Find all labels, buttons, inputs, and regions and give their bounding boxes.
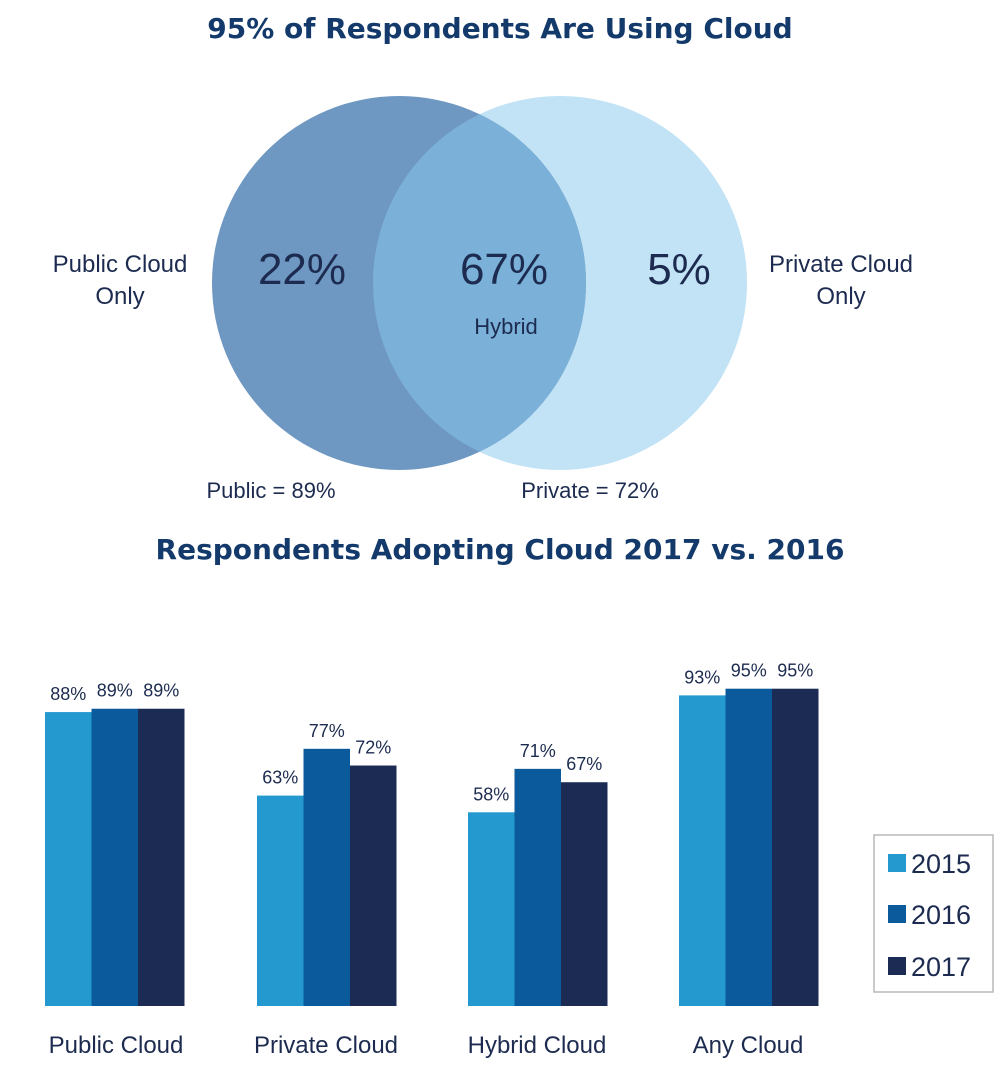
public-only-value: 22% (258, 245, 346, 294)
bar-2017-1 (350, 765, 397, 1006)
bar-value-label: 89% (97, 681, 133, 701)
bar-value-label: 71% (520, 741, 556, 761)
bar-chart-title: Respondents Adopting Cloud 2017 vs. 2016 (155, 533, 845, 566)
category-label: Hybrid Cloud (468, 1032, 607, 1059)
hybrid-value: 67% (460, 245, 548, 294)
category-label: Public Cloud (49, 1032, 184, 1059)
bar-value-label: 95% (777, 661, 813, 681)
bar-2016-0 (91, 708, 138, 1006)
bar-2017-2 (561, 782, 608, 1006)
bar-2015-1 (257, 795, 304, 1006)
bar-value-label: 89% (143, 681, 179, 701)
private-total-label: Private = 72% (521, 478, 659, 503)
legend-label-2017: 2017 (911, 952, 971, 982)
venn-diagram: Public Cloud Only Private Cloud Only 22%… (53, 96, 913, 503)
bar-2016-3 (725, 688, 772, 1006)
legend-label-2015: 2015 (911, 849, 971, 879)
public-only-label-line1: Public Cloud (53, 251, 188, 278)
bar-2016-2 (514, 768, 561, 1006)
public-only-label-line2: Only (95, 283, 144, 310)
private-only-label-line2: Only (816, 283, 865, 310)
bar-value-label: 72% (355, 738, 391, 758)
bar-value-label: 95% (731, 661, 767, 681)
category-label: Private Cloud (254, 1032, 398, 1059)
hybrid-overlap (373, 96, 586, 470)
bar-value-label: 63% (262, 768, 298, 788)
venn-title: 95% of Respondents Are Using Cloud (207, 12, 793, 45)
bar-value-label: 77% (309, 721, 345, 741)
category-label: Any Cloud (693, 1032, 804, 1059)
hybrid-label: Hybrid (474, 314, 538, 339)
bar-value-label: 93% (684, 667, 720, 687)
bar-2016-1 (303, 748, 350, 1006)
bar-value-label: 67% (566, 754, 602, 774)
bar-value-label: 88% (50, 684, 86, 704)
bar-2015-0 (45, 712, 92, 1006)
bar-2015-3 (679, 695, 726, 1006)
legend-swatch-2016 (888, 905, 906, 923)
legend-label-2016: 2016 (911, 900, 971, 930)
bar-value-label: 58% (473, 784, 509, 804)
legend-swatch-2015 (888, 854, 906, 872)
bar-2017-0 (138, 708, 185, 1006)
bar-2017-3 (772, 688, 819, 1006)
private-only-label-line1: Private Cloud (769, 251, 913, 278)
private-only-value: 5% (647, 245, 711, 294)
public-total-label: Public = 89% (206, 478, 335, 503)
legend-swatch-2017 (888, 957, 906, 975)
bar-2015-2 (468, 812, 515, 1006)
